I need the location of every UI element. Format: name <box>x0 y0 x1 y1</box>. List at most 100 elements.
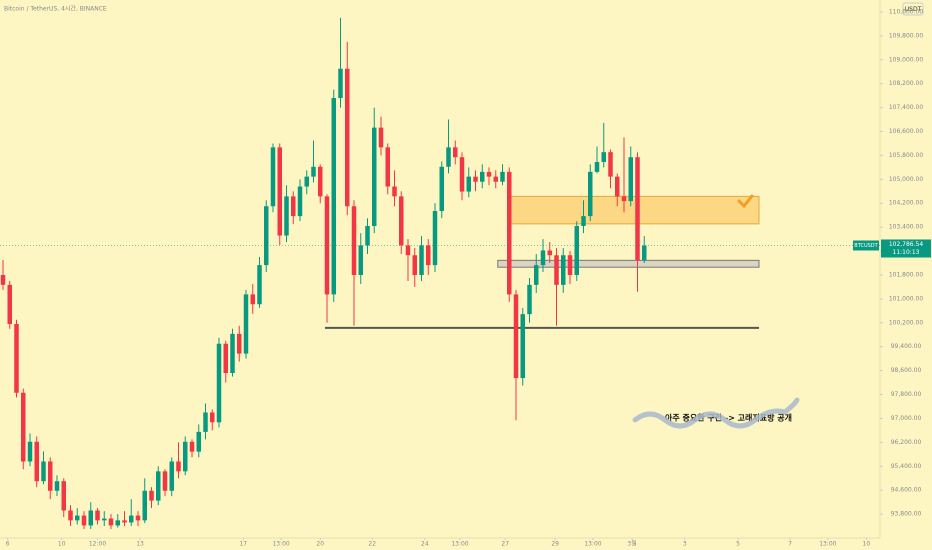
candle-body <box>527 284 532 315</box>
x-tick-label: 13:00 <box>819 541 836 548</box>
candle-body <box>284 196 289 236</box>
candle-body <box>230 333 235 374</box>
candle-body <box>513 294 519 379</box>
candle-body <box>223 343 228 374</box>
candle-body <box>122 520 127 523</box>
candle-body <box>14 323 19 393</box>
candle-body <box>358 245 363 275</box>
y-tick-label: 107,400.00 <box>889 104 924 111</box>
candle-body <box>48 461 53 491</box>
y-tick-label: 110,600.00 <box>889 8 924 15</box>
candle-body <box>642 245 647 261</box>
candle-body <box>216 343 222 423</box>
candle-body <box>621 196 627 202</box>
candle-body <box>588 171 593 217</box>
candle-body <box>102 518 107 521</box>
price-label: 102,786.54 <box>889 241 924 248</box>
candle-body <box>365 225 370 246</box>
candle-body <box>399 196 404 246</box>
y-tick-label: 93,800.00 <box>891 511 922 518</box>
y-tick-label: 103,400.00 <box>889 224 924 231</box>
currency-box[interactable] <box>902 2 924 16</box>
candle-body <box>331 98 336 295</box>
candle-body <box>412 255 417 275</box>
candle-body <box>88 510 93 526</box>
symbol-label: BTCUSDT <box>854 243 878 249</box>
candle-body <box>61 481 66 511</box>
candle-body <box>81 515 87 526</box>
price-box <box>881 239 931 258</box>
candle-body <box>311 166 316 177</box>
x-tick-label: 13:00 <box>451 541 468 548</box>
chart-title: Bitcoin / TetherUS, 4시간, BINANCE <box>4 5 107 13</box>
y-tick-label: 109,800.00 <box>889 32 924 39</box>
y-tick-label: 105,000.00 <box>889 176 924 183</box>
x-tick-label: 3 <box>683 541 687 548</box>
candle-body <box>473 176 478 182</box>
candle-body <box>291 196 296 217</box>
y-tick-label: 106,600.00 <box>889 128 924 135</box>
candle-body <box>27 441 33 462</box>
candle-body <box>432 211 438 266</box>
x-tick-label: 27 <box>501 541 509 548</box>
candle-body <box>486 171 492 177</box>
candle-body <box>507 171 512 295</box>
candle-body <box>169 461 174 491</box>
y-tick-label: 101,000.00 <box>889 295 924 302</box>
candle-body <box>203 412 208 432</box>
candle-body <box>210 412 215 423</box>
y-tick-label: 105,800.00 <box>889 152 924 159</box>
candle-body <box>594 161 600 172</box>
candle-body <box>95 510 100 521</box>
candle-body <box>68 510 73 521</box>
candle-body <box>534 265 539 285</box>
candle-body <box>41 461 46 482</box>
y-tick-label: 109,000.00 <box>889 56 924 63</box>
candle-body <box>176 461 181 472</box>
x-tick-label: 12:00 <box>89 541 106 548</box>
candle-body <box>561 255 566 285</box>
candle-body <box>196 431 201 452</box>
candle-body <box>439 166 444 212</box>
candle-body <box>378 127 384 148</box>
candle-body <box>392 186 397 197</box>
candle-body <box>304 176 309 187</box>
candle-body <box>318 166 323 197</box>
candle-body <box>547 250 552 256</box>
candle-body <box>270 147 276 207</box>
candle-body <box>162 471 168 491</box>
x-tick-label: 10 <box>863 541 871 548</box>
candle-body <box>493 176 498 182</box>
candle-body <box>257 265 262 305</box>
candle-body <box>385 147 390 187</box>
candle-body <box>453 147 458 158</box>
candle-body <box>156 471 161 501</box>
x-tick-label: 24 <box>421 541 429 548</box>
x-tick-label: 7 <box>788 541 792 548</box>
candle-body <box>581 216 586 226</box>
x-tick-label: 10 <box>58 541 66 548</box>
y-tick-label: 108,200.00 <box>889 80 924 87</box>
candle-body <box>338 68 343 99</box>
candle-body <box>351 206 357 275</box>
x-tick-label: 3월 <box>627 540 636 548</box>
candle-body <box>183 441 188 472</box>
candle-body <box>567 255 573 275</box>
candle-body <box>108 518 114 526</box>
candle-body <box>574 225 579 275</box>
candle-body <box>615 176 620 197</box>
candle-body <box>628 157 633 202</box>
y-tick-label: 100,200.00 <box>889 319 924 326</box>
price-band <box>497 259 760 268</box>
annotation: 아주 중요한 구간 -> 고래지표방 공개 <box>665 413 792 423</box>
candle-body <box>115 520 120 526</box>
candle-body <box>54 481 60 491</box>
x-tick-label: 13:00 <box>584 541 601 548</box>
y-tick-label: 99,400.00 <box>891 343 922 350</box>
countdown: 11:10:13 <box>893 249 920 256</box>
candle-body <box>540 250 546 266</box>
checkmark <box>737 194 754 209</box>
candle-body <box>0 274 6 285</box>
